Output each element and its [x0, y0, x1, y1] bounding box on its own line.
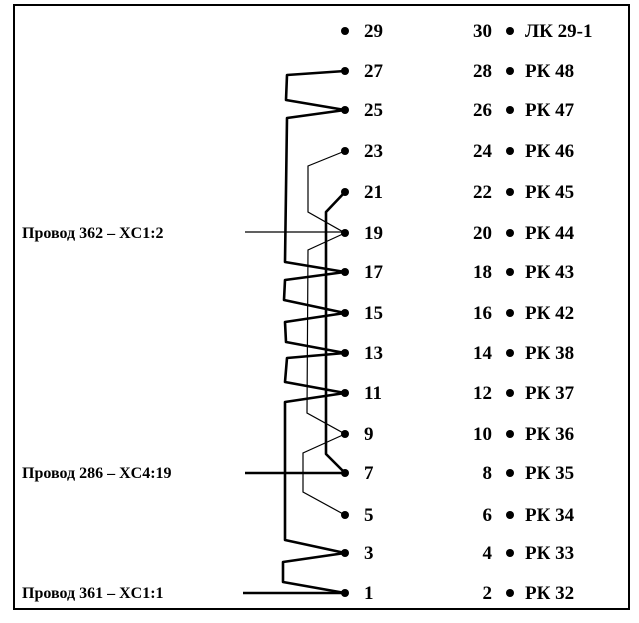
pin-number: 6	[483, 505, 493, 526]
pin-dot	[341, 511, 349, 519]
pin-label: РК 44	[525, 223, 575, 244]
pin-number: 22	[473, 182, 492, 203]
pin-number: 12	[473, 383, 492, 404]
pin-dot	[341, 188, 349, 196]
pin-dot	[341, 389, 349, 397]
pin-number: 23	[364, 141, 383, 162]
pin-label: РК 36	[525, 424, 574, 445]
pin-dot	[341, 27, 349, 35]
pin-number: 28	[473, 61, 492, 82]
pin-dot	[506, 349, 514, 357]
pin-dot	[506, 389, 514, 397]
pin-dot	[506, 268, 514, 276]
pin-label: РК 38	[525, 343, 574, 364]
pin-dot	[506, 67, 514, 75]
pin-dot	[506, 188, 514, 196]
pin-number: 5	[364, 505, 374, 526]
pin-dot	[341, 147, 349, 155]
pin-dot	[506, 430, 514, 438]
pin-number: 26	[473, 100, 492, 121]
pin-dot	[341, 589, 349, 597]
pin-number: 3	[364, 543, 374, 564]
pin-number: 25	[364, 100, 383, 121]
pin-number: 18	[473, 262, 492, 283]
pin-number: 19	[364, 223, 383, 244]
pin-dot	[506, 511, 514, 519]
pin-label: РК 47	[525, 100, 575, 121]
pin-number: 15	[364, 303, 383, 324]
pin-number: 10	[473, 424, 492, 445]
pin-number: 9	[364, 424, 374, 445]
jumper-wire-21-7	[324, 191, 346, 474]
pin-label: РК 48	[525, 61, 574, 82]
jumper-wire-thin	[302, 150, 347, 516]
pin-label: РК 33	[525, 543, 574, 564]
pin-number: 17	[364, 262, 384, 283]
pin-number: 14	[473, 343, 493, 364]
pin-number: 20	[473, 223, 492, 244]
pin-dot	[341, 309, 349, 317]
pin-dot	[506, 106, 514, 114]
pin-label: РК 45	[525, 182, 574, 203]
wire-label: Провод 361 – XC1:1	[22, 585, 164, 602]
pin-number: 11	[364, 383, 382, 404]
pin-dot	[341, 430, 349, 438]
pin-dot	[341, 349, 349, 357]
pin-number: 2	[483, 583, 493, 604]
pin-dot	[341, 469, 349, 477]
pin-label: РК 46	[525, 141, 574, 162]
pin-dot	[341, 106, 349, 114]
pin-dot	[506, 589, 514, 597]
pin-dot	[341, 268, 349, 276]
pin-dot	[506, 549, 514, 557]
pin-dot	[341, 229, 349, 237]
pin-label: РК 34	[525, 505, 575, 526]
pin-dot	[506, 469, 514, 477]
diagram-frame	[13, 4, 630, 610]
pin-label: РК 43	[525, 262, 574, 283]
pin-dot	[506, 27, 514, 35]
pin-number: 7	[364, 463, 374, 484]
pin-number: 16	[473, 303, 492, 324]
wire-label: Провод 362 – XC1:2	[22, 225, 164, 242]
pin-dot	[341, 67, 349, 75]
pin-dot	[506, 309, 514, 317]
pin-label: ЛК 29-1	[525, 21, 593, 42]
pin-number: 21	[364, 182, 383, 203]
pin-dot	[341, 549, 349, 557]
pin-number: 24	[473, 141, 493, 162]
wire-label: Провод 286 – XC4:19	[22, 465, 172, 482]
pin-number: 27	[364, 61, 384, 82]
pin-label: РК 35	[525, 463, 574, 484]
pin-label: РК 42	[525, 303, 574, 324]
pin-label: РК 37	[525, 383, 575, 404]
pin-number: 13	[364, 343, 383, 364]
pin-number: 1	[364, 583, 374, 604]
pin-number: 29	[364, 21, 383, 42]
pin-number: 8	[483, 463, 493, 484]
pin-dot	[506, 229, 514, 237]
pin-label: РК 32	[525, 583, 574, 604]
pin-dot	[506, 147, 514, 155]
pin-number: 4	[483, 543, 493, 564]
jumper-wire-main	[281, 69, 347, 595]
pin-number: 30	[473, 21, 492, 42]
